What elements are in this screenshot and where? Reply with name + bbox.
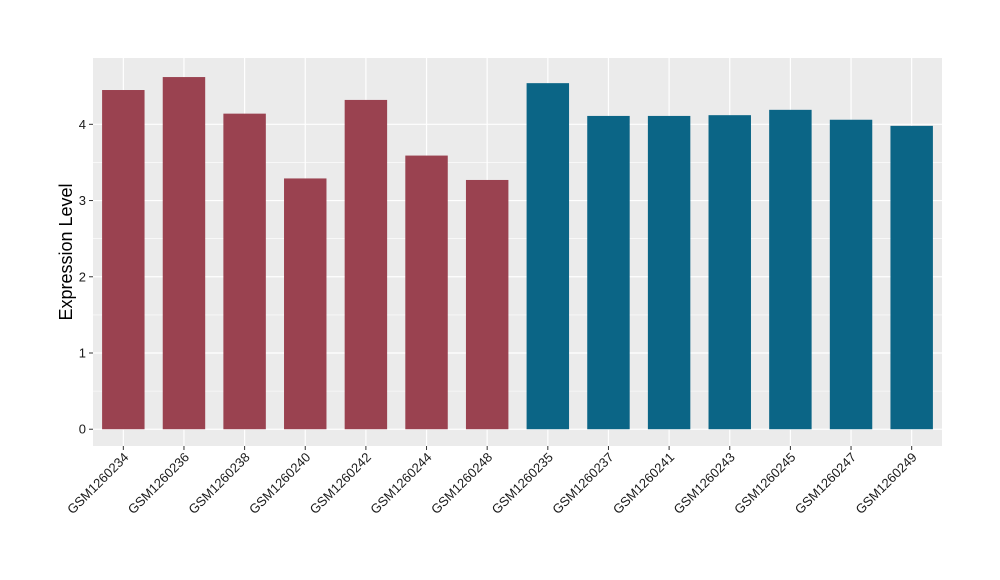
y-tick-label: 4: [79, 117, 86, 132]
y-tick-label: 3: [79, 193, 86, 208]
bar-GSM1260247: [829, 119, 873, 430]
x-tick-label: GSM1260243: [671, 450, 738, 517]
x-tick-label: GSM1260240: [246, 450, 313, 517]
bar-GSM1260234: [102, 90, 145, 430]
x-tick-label: GSM1260247: [792, 450, 859, 517]
bar-GSM1260240: [284, 178, 327, 430]
y-axis-label: Expression Level: [56, 183, 76, 320]
x-tick-label: GSM1260248: [428, 450, 495, 517]
y-axis: 0 1 2 3 4: [79, 117, 93, 437]
bar-GSM1260237: [587, 115, 630, 430]
bar-GSM1260241: [647, 115, 691, 430]
bar-GSM1260243: [708, 115, 751, 430]
x-tick-label: GSM1260237: [549, 450, 616, 517]
bar-GSM1260235: [526, 83, 570, 430]
x-tick-label: GSM1260238: [185, 450, 252, 517]
x-tick-label: GSM1260249: [852, 450, 919, 517]
bar-GSM1260244: [405, 155, 448, 430]
bar-GSM1260248: [465, 179, 509, 430]
x-axis: GSM1260234GSM1260236GSM1260238GSM1260240…: [64, 446, 920, 517]
x-tick-label: GSM1260236: [125, 450, 192, 517]
x-tick-label: GSM1260235: [489, 450, 556, 517]
bar-GSM1260238: [223, 113, 266, 430]
x-tick-label: GSM1260234: [64, 450, 131, 517]
x-tick-label: GSM1260244: [367, 450, 434, 517]
y-tick-label: 0: [79, 422, 86, 437]
x-tick-label: GSM1260241: [610, 450, 677, 517]
bars: [102, 77, 933, 430]
plot-panel: [93, 58, 942, 446]
bar-GSM1260242: [344, 99, 388, 430]
y-tick-label: 1: [79, 346, 86, 361]
bar-GSM1260245: [769, 109, 812, 430]
x-tick-label: GSM1260245: [731, 450, 798, 517]
x-tick-label: GSM1260242: [307, 450, 374, 517]
y-tick-label: 2: [79, 269, 86, 284]
bar-GSM1260236: [162, 77, 206, 430]
bar-GSM1260249: [890, 125, 933, 430]
